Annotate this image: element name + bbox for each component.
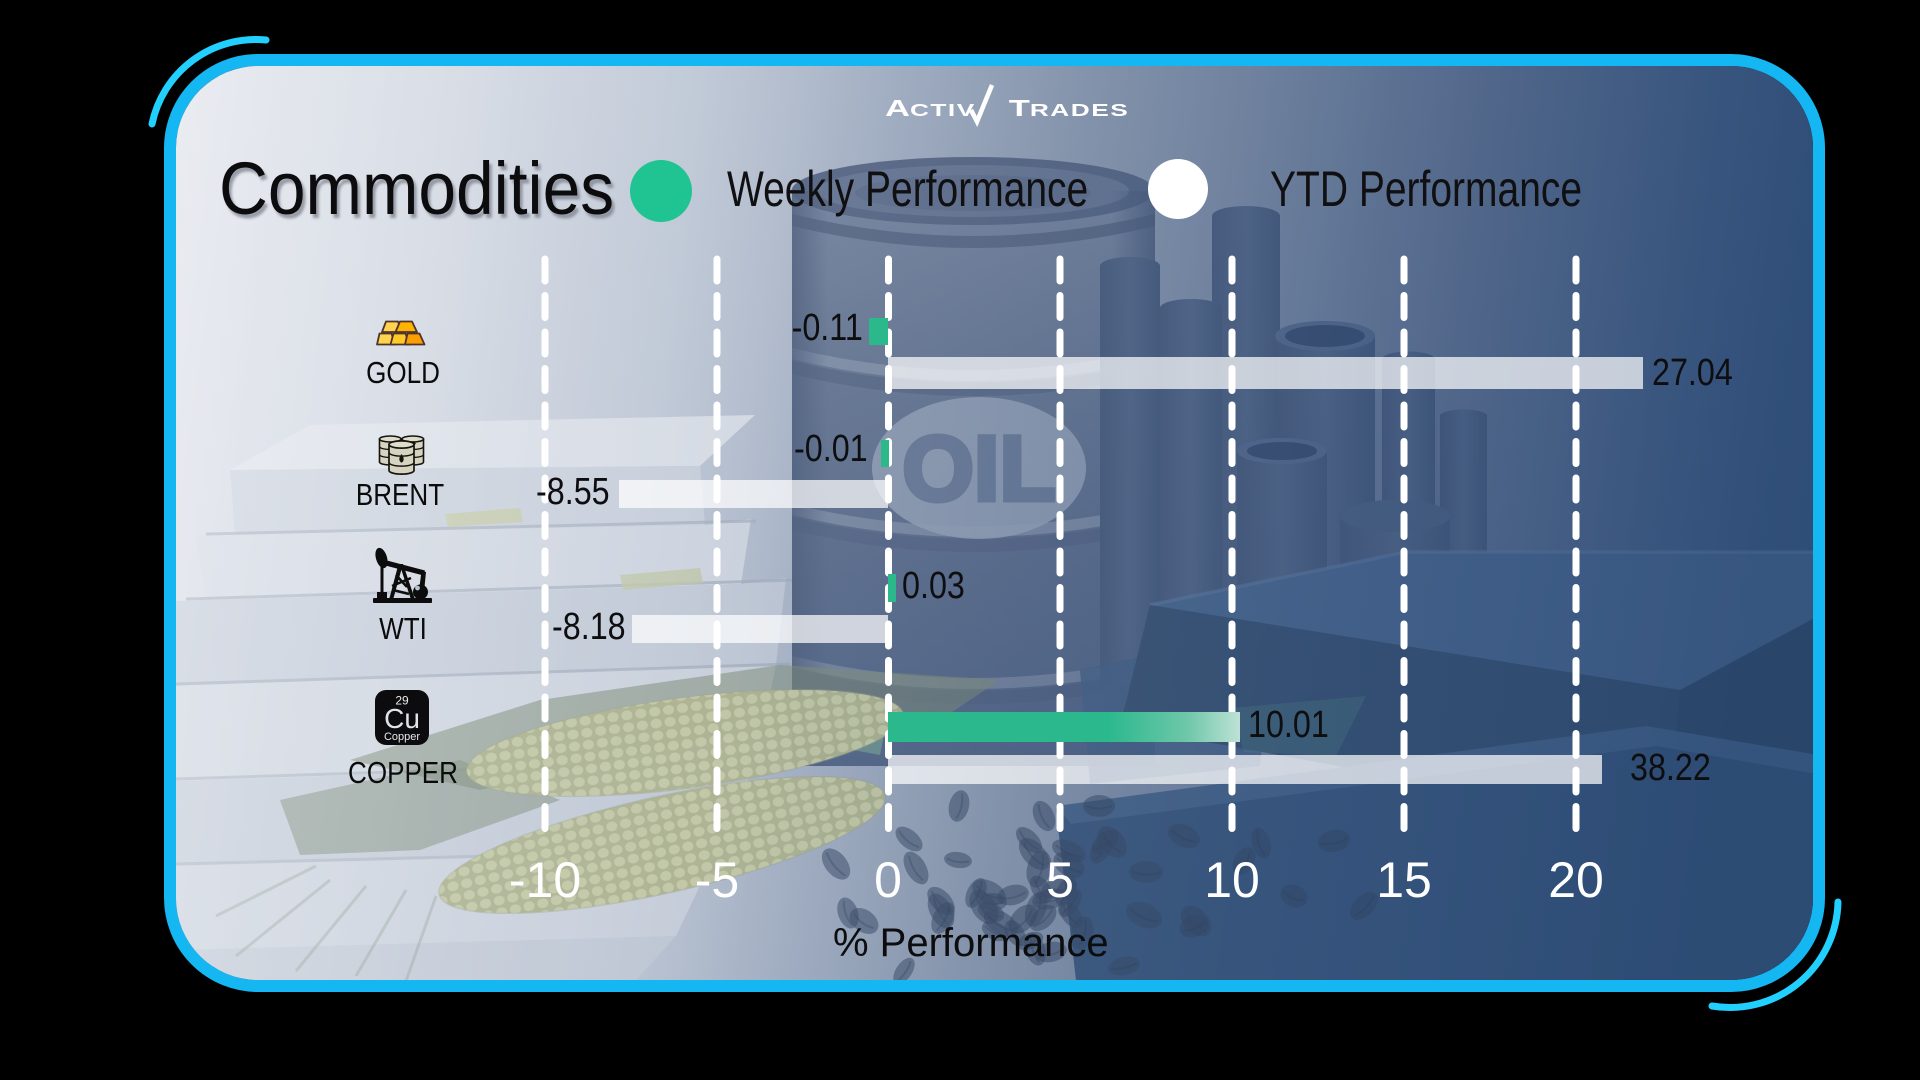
svg-text:Cu: Cu: [384, 703, 420, 734]
svg-text:29: 29: [395, 694, 409, 708]
svg-text:Copper: Copper: [384, 731, 420, 743]
